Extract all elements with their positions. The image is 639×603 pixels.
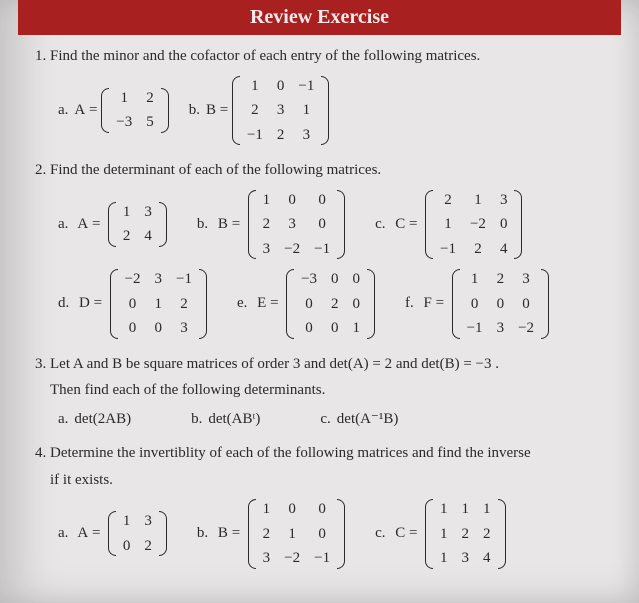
matrix-item: a. A = 12 −35 [58, 86, 169, 135]
page: { "colors": { "header_bg": "#a82020", "h… [0, 0, 639, 603]
matrix-item: b. B = 1002303−2−1 [197, 188, 345, 262]
problem-text: Find the minor and the cofactor of each … [50, 45, 611, 68]
expr-item: a.det(2AB) [58, 408, 131, 431]
matrix-item: c. C = 2131−20−124 [375, 188, 522, 262]
matrix-item: c. C = 111122134 [375, 497, 505, 571]
matrix-item: b. B = 10−1 231 −123 [189, 74, 330, 148]
problem-4: Determine the invertiblity of each of th… [50, 442, 611, 571]
problem-text-2: Then find each of the following determin… [50, 379, 611, 402]
problem-text: Let A and B be square matrices of order … [50, 353, 611, 376]
matrix-item: a. A = 1302 [58, 509, 167, 558]
problem-list: Find the minor and the cofactor of each … [28, 45, 611, 571]
expr-item: b.det(ABᵗ) [191, 408, 260, 431]
matrix-item: f. F = 123000−13−2 [405, 267, 549, 341]
matrix: 12 −35 [109, 86, 160, 135]
matrix-item: e. E = −300020001 [237, 267, 375, 341]
matrix-item: a. A = 1324 [58, 200, 167, 249]
problem-text-2: if it exists. [50, 469, 611, 492]
header-title: Review Exercise [18, 0, 621, 35]
content: Find the minor and the cofactor of each … [0, 45, 639, 571]
problem-2: Find the determinant of each of the foll… [50, 159, 611, 341]
problem-1: Find the minor and the cofactor of each … [50, 45, 611, 147]
matrix-item: d. D = −23−1012003 [58, 267, 207, 341]
expr-item: c.det(A⁻¹B) [320, 408, 398, 431]
problem-text: Find the determinant of each of the foll… [50, 159, 611, 182]
matrix: 10−1 231 −123 [240, 74, 321, 148]
problem-3: Let A and B be square matrices of order … [50, 353, 611, 431]
problem-text: Determine the invertiblity of each of th… [50, 442, 611, 465]
matrix-item: b. B = 1002103−2−1 [197, 497, 345, 571]
